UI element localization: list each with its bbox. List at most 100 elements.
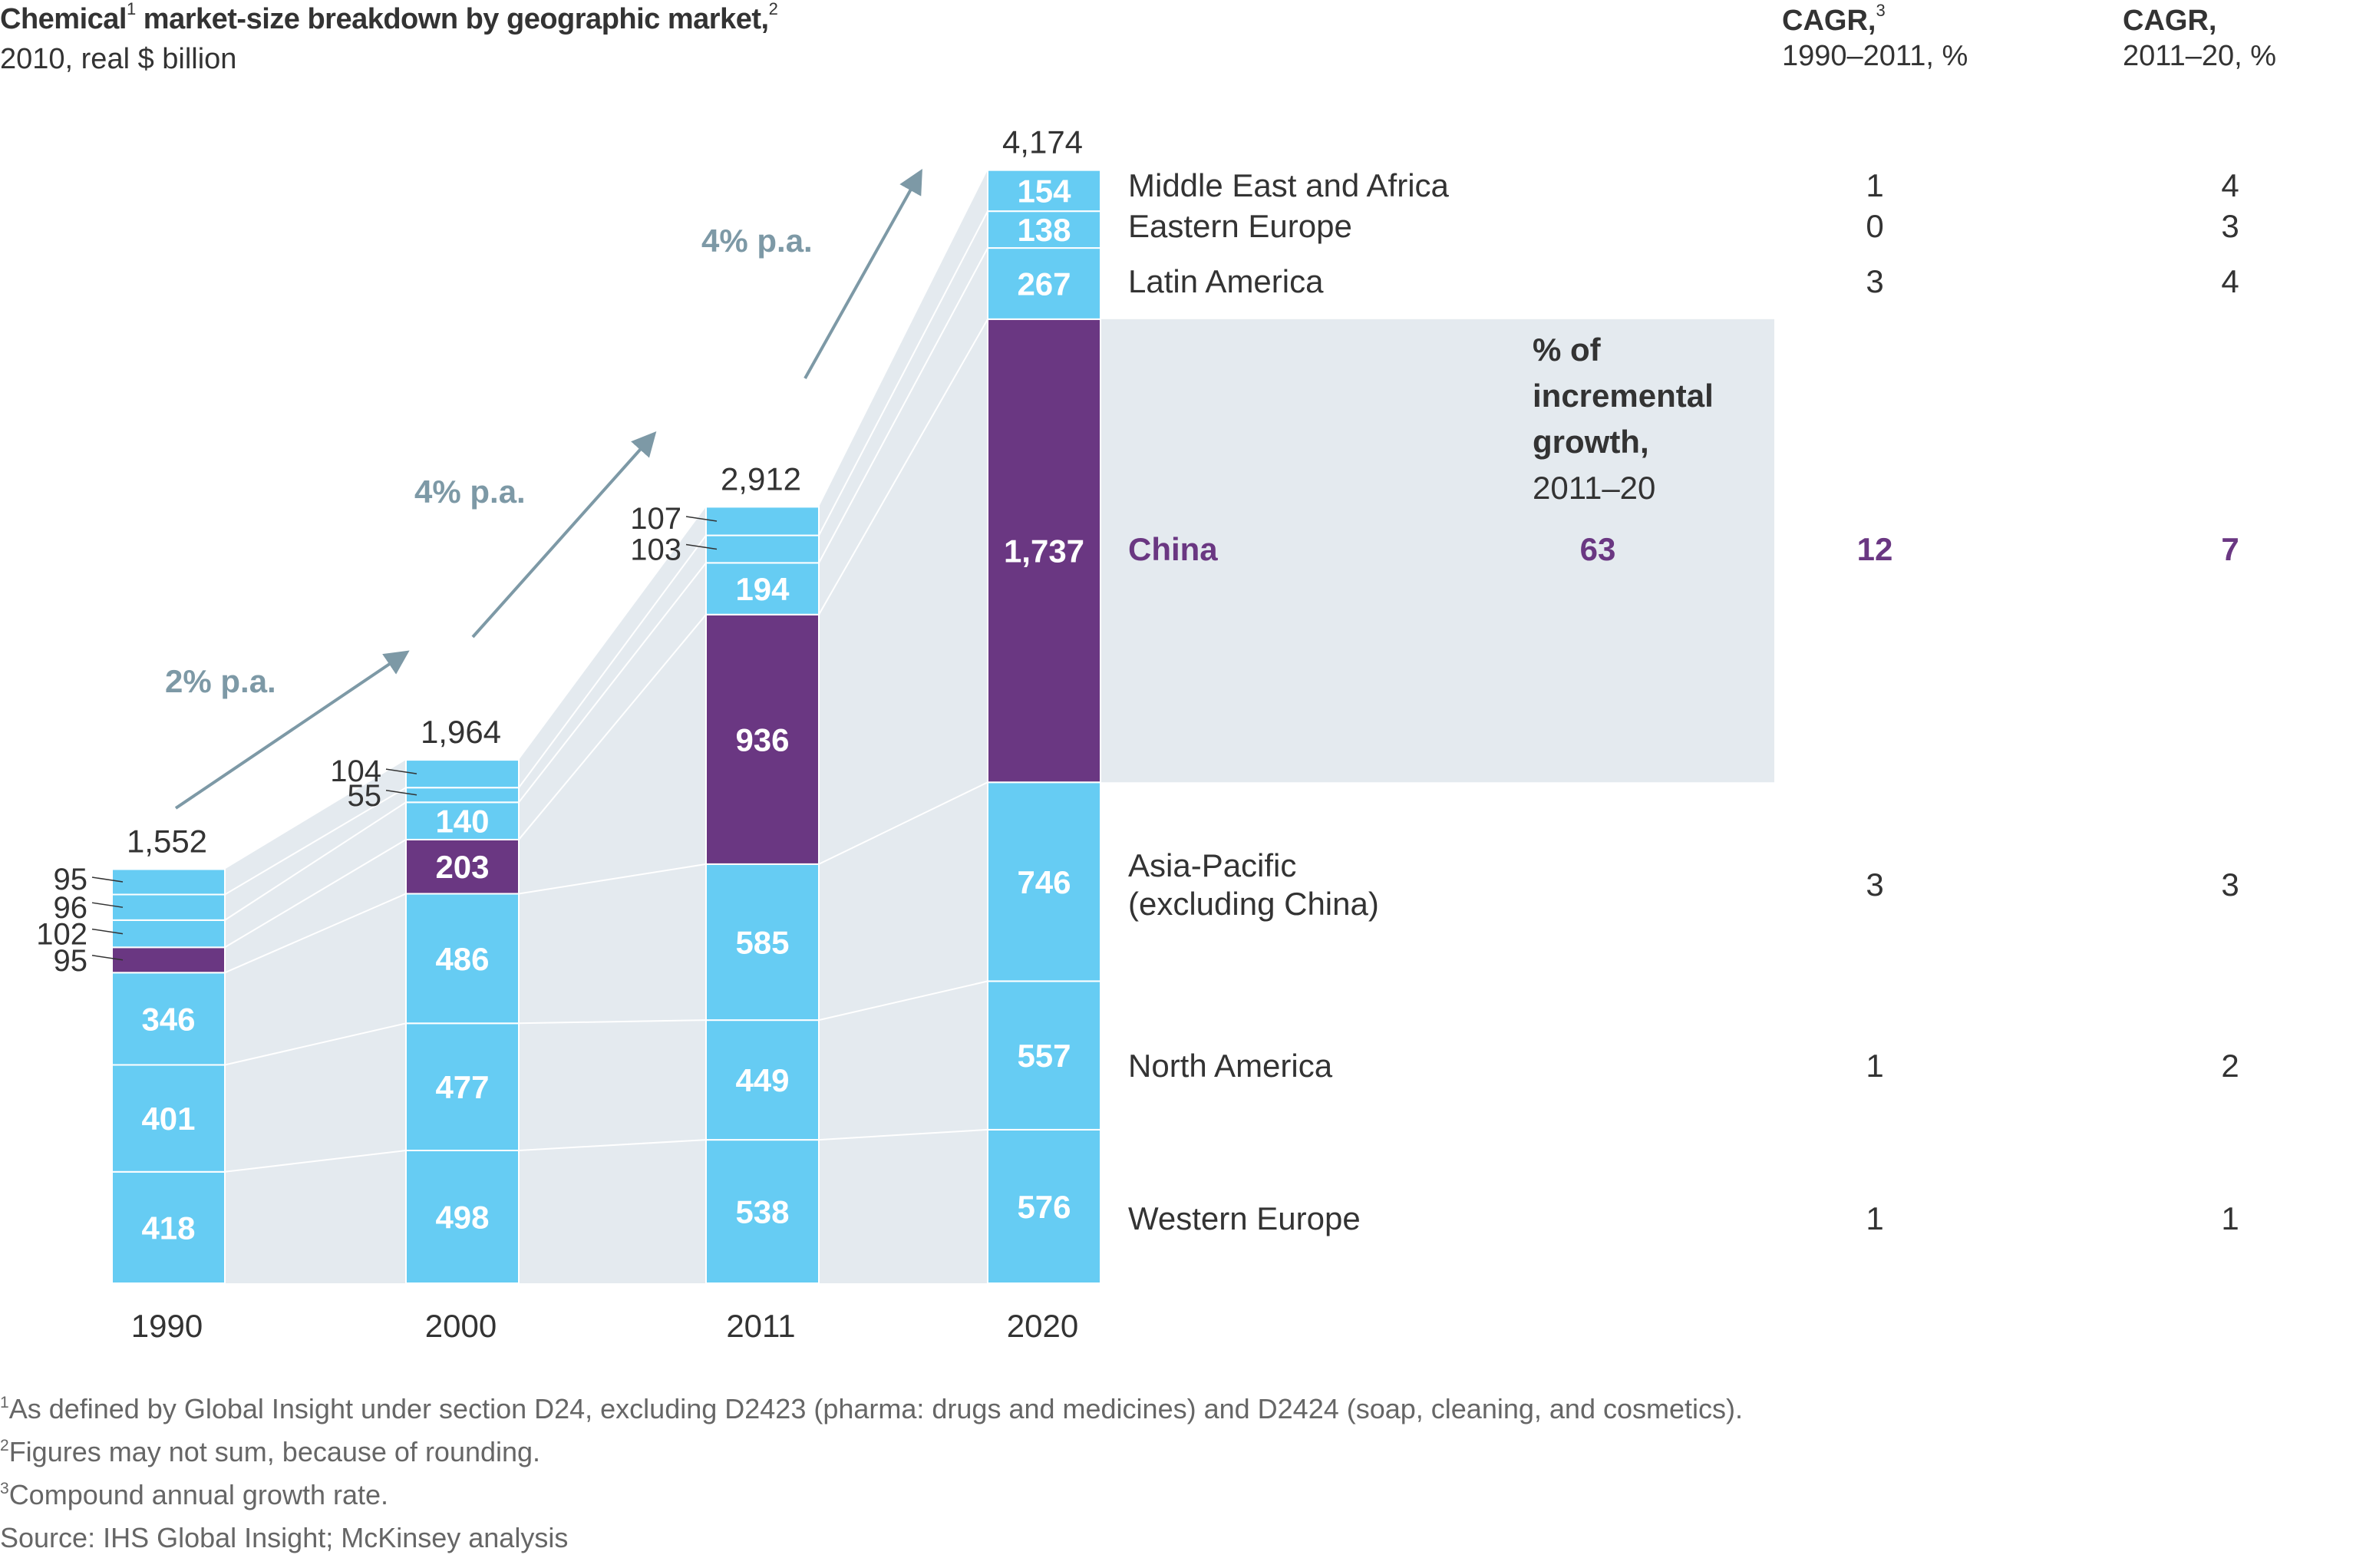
region-label: (excluding China) [1128,886,1379,922]
segment-value-label: 203 [435,849,489,885]
segment-value-label: 95 [54,863,88,896]
connector-line [818,319,988,616]
segment-value-label: 401 [141,1101,195,1137]
cagr-2011-20-value: 2 [2221,1048,2239,1084]
leader-line [685,543,718,550]
growth-arrow-icon [804,169,922,379]
footnote-ref-2: 2 [768,0,778,18]
incremental-growth-header: incremental [1533,378,1714,414]
connector-band [225,760,406,1283]
bar-segment [405,801,520,840]
cagr-1990-2011-header: CAGR,3 1990–2011, % [1782,1,1968,74]
x-axis-label: 2020 [1007,1308,1078,1344]
segment-value-label: 138 [1017,212,1071,248]
cagr1-subtitle: 1990–2011, % [1782,40,1968,72]
growth-arrows: 2% p.a. 4% p.a. 4% p.a. [165,169,922,810]
bar-segment [705,562,820,616]
bar-segment [705,534,820,564]
footnote-2-marker: 2 [0,1437,9,1454]
cagr-1990-2011-value: 1 [1866,1200,1883,1236]
bar-segment [111,972,226,1066]
bar-segment [405,1150,520,1285]
cagr-2011-20-value: 4 [2221,167,2239,203]
segment-value-label: 194 [735,571,790,607]
connector-line [224,1022,407,1066]
cagr-1990-2011-value: 0 [1866,208,1883,244]
cagr-2011-20-value: 3 [2221,867,2239,903]
cagr2-subtitle: 2011–20, % [2123,40,2277,72]
segment-value-label: 103 [630,533,681,566]
cagr-1990-2011-value: 1 [1866,167,1883,203]
source-text: Source: IHS Global Insight; McKinsey ana… [0,1522,569,1553]
region-label: Latin America [1128,263,1324,299]
bar-segment [987,210,1101,249]
footnote-ref-3: 3 [1876,1,1886,20]
connector-line [518,614,707,840]
incremental-growth-header: growth, [1533,424,1649,460]
bar-segment [405,759,520,789]
total-label: 2,912 [721,460,801,497]
x-axis-label: 1990 [131,1308,203,1344]
bar-segment [987,980,1101,1131]
bar-segment [987,247,1101,320]
bar-segment [111,1170,226,1285]
connector-line [818,210,988,536]
leader-line [385,790,417,796]
cagr1-title: CAGR, [1782,5,1876,37]
leader-line [91,928,124,935]
total-label: 1,552 [127,824,207,860]
bar-segment [111,919,226,949]
segment-value-label: 140 [435,804,489,840]
region-label: Asia-Pacific [1128,847,1296,883]
footnote-ref-1: 1 [126,0,136,18]
segment-value-label: 102 [36,918,87,952]
title-text: Chemical [0,3,127,35]
bar-segment [705,1019,820,1141]
connector-bands [224,170,988,1284]
stacked-bar-chart: 4184013469510296951,55219904984774862031… [36,124,2239,1344]
bar-segment [705,1139,820,1285]
footnote-3: 3Compound annual growth rate. [0,1479,388,1511]
labels: 4184013469510296951,55219904984774862031… [36,124,1084,1344]
title-text-rest: market-size breakdown by geographic mark… [135,3,769,35]
source-note: Source: IHS Global Insight; McKinsey ana… [0,1522,568,1554]
total-label: 4,174 [1002,124,1083,160]
footnote-3-text: Compound annual growth rate. [8,1479,389,1510]
region-label: Eastern Europe [1128,208,1352,244]
segment-value-label: 557 [1017,1038,1071,1074]
connector-line [818,247,988,563]
connector-line [518,1019,707,1025]
segment-value-label: 104 [330,754,381,788]
bar-segment [405,893,520,1025]
bar-segment [705,863,820,1022]
cagr-1990-2011-value: 3 [1866,263,1883,299]
connector-line [224,1150,407,1173]
bar-segment [405,1022,520,1152]
leader-line [385,768,417,774]
footnote-1: 1As defined by Global Insight under sect… [0,1393,1743,1425]
connector-line [818,1128,988,1141]
connector-line [224,893,407,974]
incremental-growth-subheader: 2011–20 [1533,470,1655,506]
cagr-2011-20-value: 1 [2221,1200,2239,1236]
segment-value-label: 585 [735,925,789,961]
total-label: 1,964 [421,714,501,750]
segment-value-label: 936 [735,721,789,758]
connector-line [224,839,407,949]
bar-segment [987,169,1101,213]
segment-value-label: 346 [141,1001,195,1037]
footnote-2-text: Figures may not sum, because of rounding… [8,1436,541,1467]
growth-rate-label: 2% p.a. [165,663,276,699]
leader-line [91,876,124,883]
x-axis-label: 2000 [425,1308,497,1344]
bar-segment [987,781,1101,982]
connector-line [518,863,707,895]
region-label: North America [1128,1048,1333,1084]
region-label: Western Europe [1128,1200,1361,1236]
cagr-1990-2011-value: 1 [1866,1048,1883,1084]
segment-value-label: 95 [54,944,88,978]
bar-segment [405,787,520,804]
segment-value-label: 477 [435,1069,489,1105]
cagr2-title: CAGR, [2123,5,2217,37]
leader-line [91,902,124,908]
